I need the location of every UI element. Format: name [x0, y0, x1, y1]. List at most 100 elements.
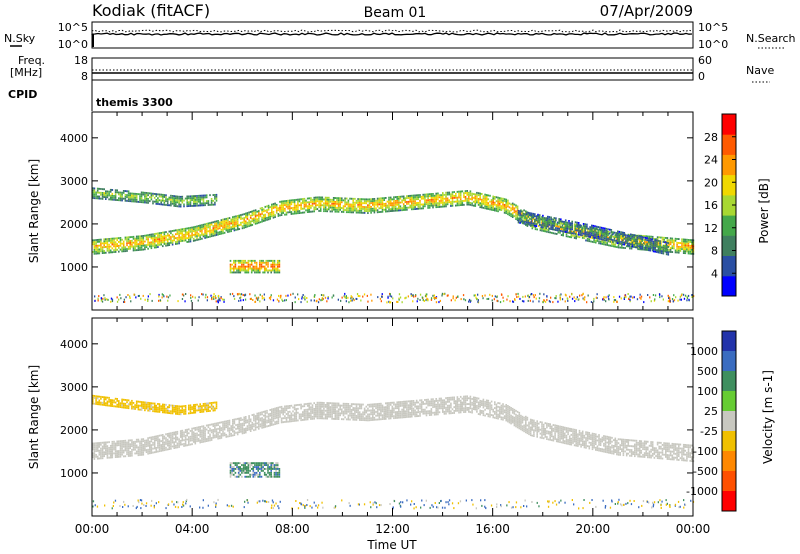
scatter-cell: [199, 429, 201, 432]
scatter-cell: [116, 452, 118, 454]
scatter-cell: [311, 210, 314, 213]
scatter-cell: [96, 250, 99, 253]
scatter-cell: [502, 197, 504, 200]
scatter-cell: [223, 222, 226, 225]
scatter-cell: [321, 405, 324, 408]
scatter-cell: [598, 240, 600, 243]
scatter-cell: [267, 204, 270, 207]
noise-cell: [320, 299, 322, 302]
scatter-cell: [163, 201, 166, 204]
noise-cell: [527, 299, 529, 302]
noise-cell: [181, 298, 184, 300]
scatter-cell: [222, 430, 224, 433]
noise-cell: [229, 293, 231, 296]
scatter-cell: [326, 204, 328, 207]
noise-cell: [281, 298, 283, 301]
scatter-cell: [108, 194, 110, 197]
scatter-cell: [303, 418, 306, 421]
scatter-cell: [119, 197, 122, 200]
scatter-cell: [111, 189, 114, 191]
scatter-cell: [479, 198, 481, 201]
scatter-cell: [175, 444, 177, 447]
scatter-cell: [92, 197, 94, 199]
scatter-cell: [229, 269, 232, 272]
noise-cell: [441, 294, 443, 297]
scatter-cell: [236, 267, 238, 270]
scatter-cell: [302, 405, 304, 408]
scatter-cell: [516, 213, 519, 216]
scatter-cell: [178, 236, 180, 239]
scatter-cell: [157, 450, 159, 453]
scatter-cell: [373, 201, 376, 204]
scatter-cell: [144, 246, 146, 249]
scatter-cell: [131, 452, 133, 455]
scatter-cell: [564, 227, 567, 229]
noise-cell: [559, 298, 561, 301]
scatter-cell: [616, 238, 618, 241]
scatter-cell: [249, 428, 252, 431]
scatter-cell: [170, 432, 172, 435]
scatter-cell: [114, 199, 117, 201]
scatter-cell: [608, 228, 611, 231]
scatter-cell: [495, 208, 498, 210]
scatter-cell: [188, 442, 190, 444]
scatter-cell: [108, 239, 110, 242]
scatter-cell: [292, 212, 294, 215]
scatter-cell: [173, 199, 175, 201]
scatter-cell: [95, 239, 97, 241]
scatter-cell: [158, 434, 161, 437]
scatter-cell: [124, 246, 127, 249]
scatter-cell: [649, 243, 652, 246]
scatter-cell: [171, 200, 174, 203]
scatter-cell: [380, 207, 382, 209]
scatter-cell: [243, 213, 245, 216]
scatter-cell: [241, 418, 244, 421]
scatter-cell: [324, 415, 327, 418]
scatter-cell: [124, 248, 127, 251]
noise-cell: [94, 299, 96, 302]
noise-cell: [355, 297, 357, 300]
scatter-cell: [459, 196, 462, 199]
scatter-cell: [498, 208, 501, 211]
scatter-cell: [171, 241, 174, 244]
scatter-cell: [329, 198, 332, 201]
scatter-cell: [415, 204, 418, 206]
scatter-cell: [318, 198, 320, 201]
scatter-cell: [494, 203, 496, 206]
scatter-cell: [114, 446, 117, 449]
cpid-label: CPID: [8, 88, 37, 101]
scatter-cell: [608, 238, 611, 241]
noise-cell: [582, 293, 584, 296]
scatter-cell: [647, 235, 649, 238]
scatter-cell: [519, 218, 521, 220]
scatter-cell: [214, 228, 216, 231]
scatter-cell: [676, 245, 678, 248]
noise-cell: [454, 299, 456, 302]
scatter-cell: [132, 241, 135, 244]
scatter-cell: [287, 420, 289, 423]
scatter-cell: [256, 222, 258, 225]
scatter-cell: [435, 192, 437, 195]
scatter-cell: [231, 267, 233, 270]
noise-cell: [613, 296, 615, 299]
scatter-cell: [179, 238, 182, 241]
scatter-cell: [135, 195, 138, 197]
scatter-cell: [98, 457, 101, 460]
scatter-cell: [617, 234, 619, 237]
scatter-cell: [158, 438, 161, 441]
scatter-cell: [463, 194, 465, 197]
scatter-cell: [541, 216, 543, 218]
scatter-cell: [623, 237, 626, 240]
noise-cell: [317, 301, 320, 304]
scatter-cell: [621, 239, 623, 241]
scatter-cell: [235, 428, 237, 430]
scatter-cell: [122, 441, 125, 444]
scatter-cell: [318, 202, 320, 205]
scatter-cell: [262, 261, 264, 264]
scatter-cell: [276, 267, 279, 270]
scatter-cell: [453, 195, 455, 197]
scatter-cell: [334, 210, 337, 213]
noise-cell: [633, 296, 635, 299]
scatter-cell: [360, 206, 363, 208]
scatter-cell: [547, 215, 549, 218]
